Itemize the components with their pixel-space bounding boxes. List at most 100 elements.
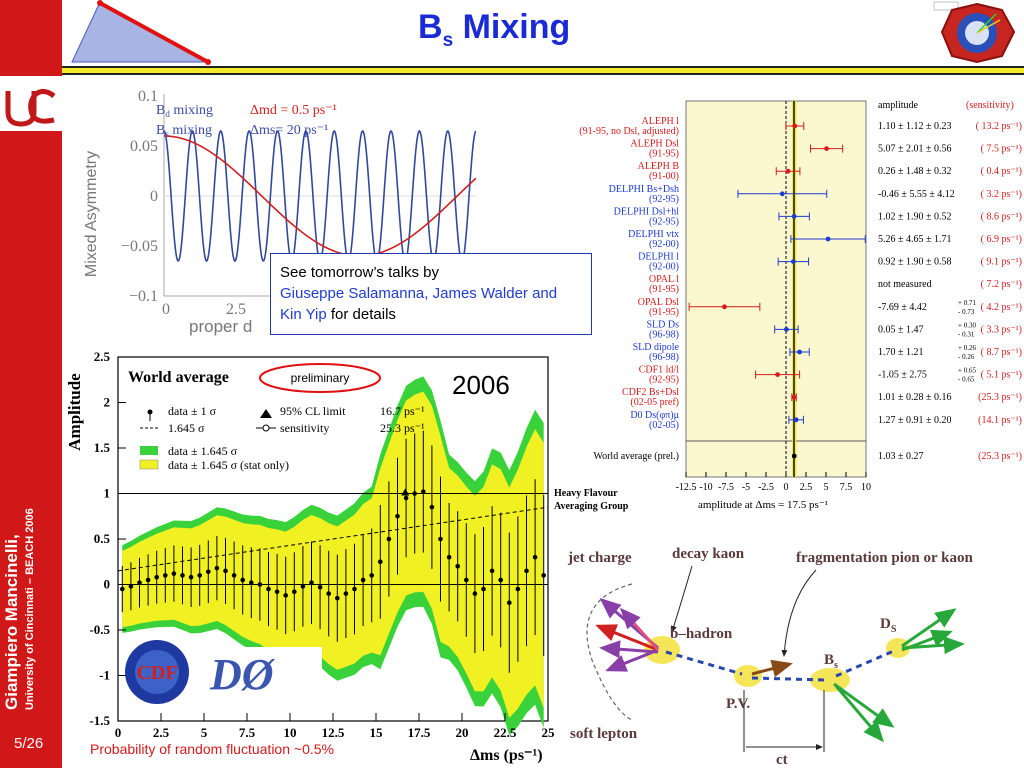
data-point — [145, 577, 151, 583]
measurement-row: OPAL Dsl(91-95) -7.69 ± 4.42 + 0.71- 0.73 (… — [638, 297, 1022, 318]
world-average-row: World average (prel.) 1.03 ± 0.27 (25.3 ps… — [593, 451, 1022, 462]
wa-xtick: 22.5 — [494, 725, 517, 740]
amp-xtick: 2.5 — [800, 482, 813, 493]
data-point — [352, 586, 357, 592]
row-label: CDF2 Bs+Dsl — [622, 387, 679, 398]
row-sensitivity: ( 7.2 ps⁻¹) — [981, 279, 1022, 290]
row-sensitivity: ( 0.4 ps⁻¹) — [981, 166, 1022, 177]
legend-bs-param: Δms= 20 ps⁻¹ — [250, 123, 328, 138]
row-sensitivity: ( 8.6 ps⁻¹) — [981, 211, 1022, 222]
row-period: (91-95) — [649, 307, 679, 318]
measurement-row: ALEPH Dsl(91-95) 5.07 ± 2.01 ± 0.56 ( 7.5 … — [630, 139, 1022, 160]
svg-text:data ± 1.645 σ: data ± 1.645 σ — [168, 444, 238, 458]
data-point — [455, 564, 461, 569]
sigma-1645-line — [117, 506, 549, 572]
row-period: (91-00) — [649, 171, 679, 182]
world-sensitivity: (25.3 ps⁻¹) — [978, 451, 1022, 462]
row-point — [791, 214, 797, 219]
row-syst-down: - 0.73 — [958, 308, 975, 316]
data-point — [507, 600, 512, 605]
row-label: DELPHI l — [638, 252, 679, 263]
legend-bd: Bd mixing — [156, 103, 213, 119]
label-bs: Bs — [824, 652, 838, 671]
data-point — [524, 568, 529, 574]
measurement-row: OPAL l(91-95) not measured ( 7.2 ps⁻¹) — [649, 274, 1022, 295]
row-value: not measured — [878, 279, 932, 290]
wa-ylabel: Amplitude — [65, 373, 84, 451]
row-syst-up: + 0.30 — [958, 321, 976, 329]
year-label: 2006 — [452, 370, 510, 400]
row-syst-up: + 0.71 — [958, 299, 976, 307]
author-affiliation: University of Cincinnati – BEACH 2006 — [24, 508, 36, 710]
row-syst-down: - 0.31 — [958, 330, 975, 338]
wa-ytick: 1 — [104, 486, 111, 501]
label-ct: ct — [776, 752, 788, 768]
row-label: DELPHI Bs+Dsh — [609, 184, 679, 195]
svg-text:CDF: CDF — [136, 662, 177, 684]
row-point — [824, 146, 829, 151]
svg-text:Heavy Flavour: Heavy Flavour — [554, 488, 618, 499]
page-number: 5/26 — [14, 735, 44, 752]
data-point — [206, 569, 211, 575]
row-point — [722, 304, 727, 310]
data-point — [343, 591, 349, 596]
data-point — [464, 577, 469, 583]
wa-xtick: 25 — [542, 725, 556, 740]
wa-ytick: -1 — [99, 668, 110, 683]
row-sensitivity: ( 5.1 ps⁻¹) — [981, 370, 1022, 381]
triangle-logo-icon — [71, 0, 211, 65]
data-point — [300, 584, 306, 589]
sens-header: (sensitivity) — [966, 100, 1014, 111]
mix-ytick: −0.05 — [121, 238, 158, 255]
amp-plot-area — [685, 100, 867, 478]
talks-tail: for details — [326, 306, 396, 323]
data-point — [283, 593, 288, 598]
wa-ytick: -1.5 — [89, 713, 110, 728]
mix-xtick: 2.5 — [226, 301, 246, 318]
row-sensitivity: ( 7.5 ps⁻¹) — [981, 144, 1022, 155]
wa-ytick: 2.5 — [94, 349, 111, 364]
row-period: (02-05) — [649, 420, 679, 431]
xlabel: proper d — [189, 317, 252, 336]
svg-text:95% CL limit: 95% CL limit — [280, 404, 346, 418]
university-logo-box — [0, 76, 62, 131]
row-label: SLD Ds — [646, 319, 679, 330]
talks-callout: See tomorrow’s talks by Giuseppe Salaman… — [270, 253, 592, 335]
row-point — [785, 168, 791, 174]
amplitude-measurements-chart: ALEPH l(91-95, no Dsl, adjusted) 1.10 ± 1… — [579, 100, 1022, 511]
measurement-row: DELPHI vtx(92-00) 5.26 ± 4.65 ± 1.71 ( 6.9… — [628, 229, 1022, 250]
author-name: Giampiero Mancinelli, — [2, 534, 21, 710]
row-sensitivity: (25.3 ps⁻¹) — [978, 392, 1022, 403]
wa-ytick: 0.5 — [94, 531, 111, 546]
svg-text:16.7 ps⁻¹: 16.7 ps⁻¹ — [380, 404, 425, 418]
row-point — [825, 236, 831, 242]
mix-ytick: −0.1 — [129, 288, 158, 305]
data-point — [472, 591, 478, 596]
svg-text:DØ: DØ — [209, 650, 276, 699]
data-point — [429, 504, 435, 510]
row-period: (92-95) — [649, 216, 679, 227]
data-point — [403, 495, 409, 501]
row-value: 0.05 ± 1.47 — [878, 324, 924, 335]
row-period: (96-98) — [649, 352, 679, 363]
row-sensitivity: ( 3.2 ps⁻¹) — [981, 189, 1022, 200]
row-period: (91-95, no Dsl, adjusted) — [579, 126, 679, 137]
amp-xtick: 7.5 — [840, 482, 853, 493]
row-label: CDF1 ld/l — [639, 365, 680, 376]
uc-logo-icon — [5, 88, 56, 127]
data-point — [266, 586, 271, 592]
amp-xtick: -10 — [699, 482, 712, 493]
header-divider — [62, 66, 1024, 75]
data-point — [214, 565, 220, 571]
row-point — [790, 259, 796, 264]
row-sensitivity: ( 3.3 ps⁻¹) — [981, 324, 1022, 335]
row-value: 5.07 ± 2.01 ± 0.56 — [878, 144, 951, 155]
row-period: (92-95) — [649, 375, 679, 386]
data-point — [240, 577, 245, 583]
tagging-diagram: jet charge decay kaon fragmentation pion… — [567, 546, 973, 768]
wa-xtick: 7.5 — [239, 725, 256, 740]
measurement-row: DELPHI Bs+Dsh(92-95) -0.46 ± 5.55 ± 4.12 (… — [609, 184, 1022, 205]
wa-xtick: 12.5 — [322, 725, 345, 740]
row-label: OPAL l — [649, 274, 679, 285]
row-value: 1.70 ± 1.21 — [878, 347, 924, 358]
